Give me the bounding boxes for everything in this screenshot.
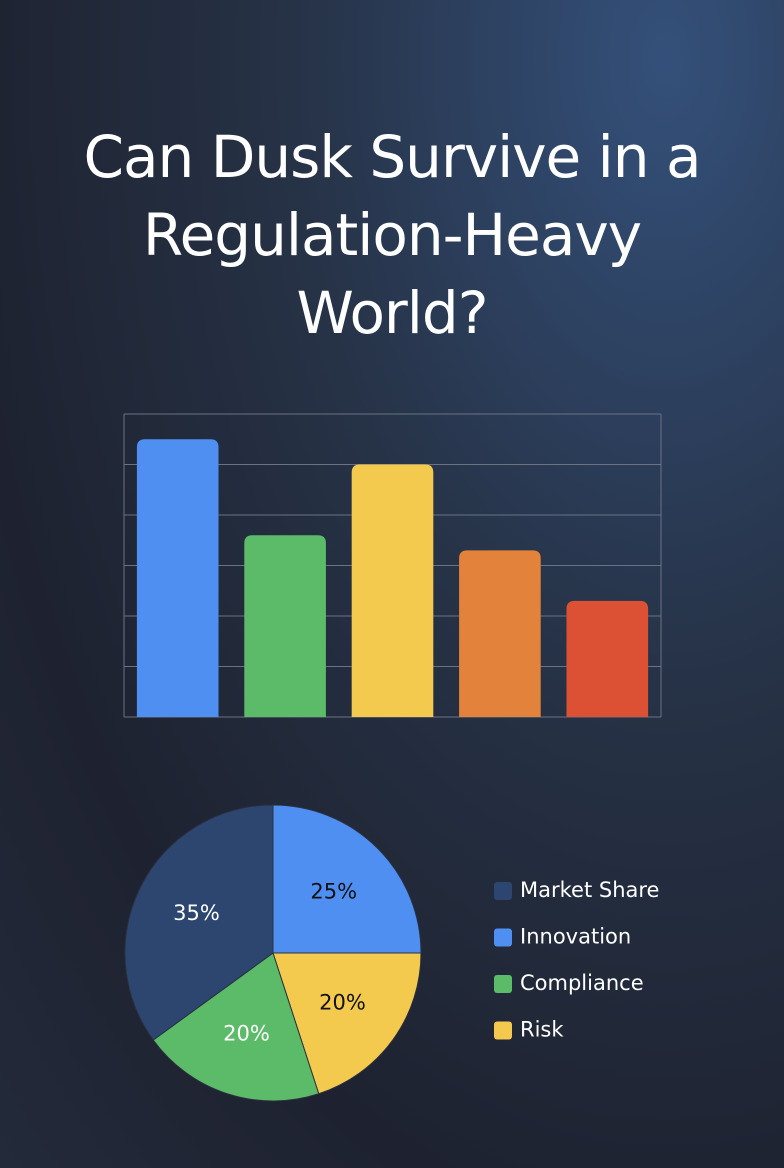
bar [566,600,649,717]
title: Can Dusk Survive in a Regulation-Heavy W… [83,123,701,347]
legend-swatch [494,1021,512,1040]
bar [244,535,326,717]
legend-label: Compliance [520,971,644,995]
legend-label: Innovation [520,925,631,949]
pie-slice [272,804,422,954]
pie-slice [152,952,320,1102]
legend-label: Market Share [520,878,659,902]
slice-label: 35% [173,901,220,925]
slice-label: 25% [310,879,357,903]
pie-slice [272,952,422,1095]
bar [351,464,434,717]
legend-swatch [494,975,512,993]
bar [136,439,219,717]
legend-swatch [494,882,512,900]
slice-label: 20% [319,990,366,1014]
bar [459,550,541,717]
legend-label: Risk [520,1018,564,1042]
slice-label: 20% [223,1022,270,1046]
pie-slice [124,804,274,1041]
legend-swatch [494,928,512,947]
